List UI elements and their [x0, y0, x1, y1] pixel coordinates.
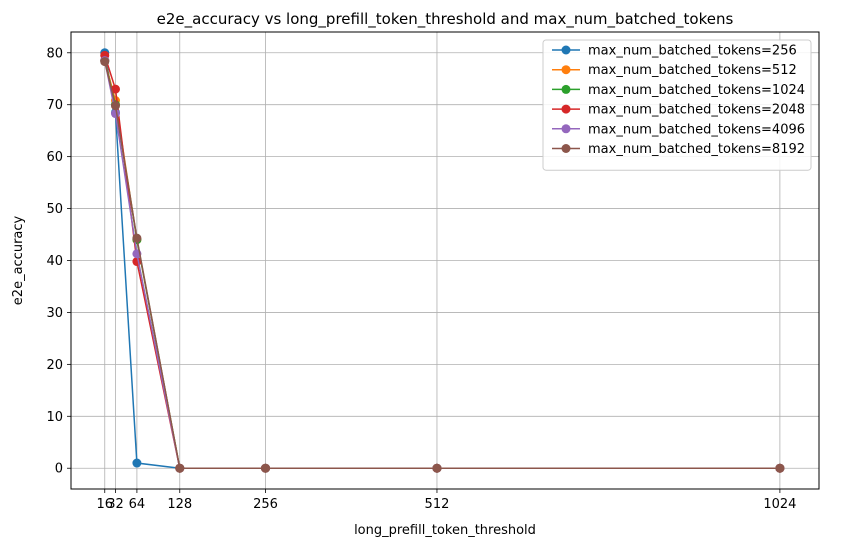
- data-point: [110, 84, 120, 94]
- legend-swatch-marker: [561, 104, 571, 114]
- legend-entry: max_num_batched_tokens=4096: [552, 122, 805, 137]
- y-tick-label: 20: [46, 358, 63, 373]
- x-tick-label: 512: [425, 497, 450, 512]
- legend-swatch-marker: [561, 84, 571, 94]
- x-tick-label: 128: [167, 497, 192, 512]
- chart-title: e2e_accuracy vs long_prefill_token_thres…: [157, 10, 734, 29]
- legend: max_num_batched_tokens=256 max_num_batche…: [542, 39, 812, 171]
- legend-swatch-marker: [561, 65, 571, 75]
- data-point: [175, 463, 185, 473]
- legend-box: [542, 39, 812, 171]
- legend-label: max_num_batched_tokens=8192: [588, 142, 805, 157]
- x-tick-label: 32: [107, 497, 124, 512]
- data-point: [132, 233, 142, 243]
- data-point: [110, 101, 120, 111]
- legend-swatch-marker: [561, 45, 571, 55]
- legend-swatch-marker: [561, 124, 571, 134]
- x-tick-label: 16: [96, 497, 113, 512]
- legend-label: max_num_batched_tokens=4096: [588, 122, 805, 137]
- y-tick-label: 50: [46, 202, 63, 217]
- legend-swatch-marker: [561, 144, 571, 153]
- legend-label: max_num_batched_tokens=1024: [588, 83, 805, 98]
- data-point: [432, 463, 442, 473]
- series-5: [100, 57, 785, 473]
- legend-entry: max_num_batched_tokens=256: [552, 44, 797, 59]
- y-tick-label: 0: [55, 462, 63, 477]
- x-tick-label: 256: [253, 497, 278, 512]
- y-axis-label: e2e_accuracy: [11, 215, 26, 305]
- legend-entry: max_num_batched_tokens=1024: [552, 83, 805, 98]
- x-tick-label: 1024: [763, 497, 796, 512]
- plot-series: [100, 48, 785, 473]
- y-tick-label: 40: [46, 254, 63, 269]
- y-tick-label: 80: [46, 46, 63, 61]
- x-tick-label: 64: [129, 497, 146, 512]
- x-axis-label: long_prefill_token_threshold: [354, 523, 536, 538]
- data-point: [775, 463, 785, 473]
- legend-entry: max_num_batched_tokens=8192: [552, 142, 805, 157]
- legend-label: max_num_batched_tokens=2048: [588, 103, 805, 118]
- legend-entry: max_num_batched_tokens=2048: [552, 103, 805, 118]
- legend-label: max_num_batched_tokens=512: [588, 63, 797, 78]
- y-tick-label: 70: [46, 98, 63, 113]
- data-point: [100, 57, 110, 67]
- data-point: [261, 463, 271, 473]
- y-tick-label: 30: [46, 306, 63, 321]
- legend-label: max_num_batched_tokens=256: [588, 44, 797, 59]
- y-tick-label: 10: [46, 410, 63, 425]
- data-point: [132, 458, 142, 468]
- y-axis-ticks: 0 10 20 30 40 50 60 70 80: [46, 46, 71, 477]
- legend-entry: max_num_batched_tokens=512: [552, 63, 797, 78]
- y-tick-label: 60: [46, 150, 63, 165]
